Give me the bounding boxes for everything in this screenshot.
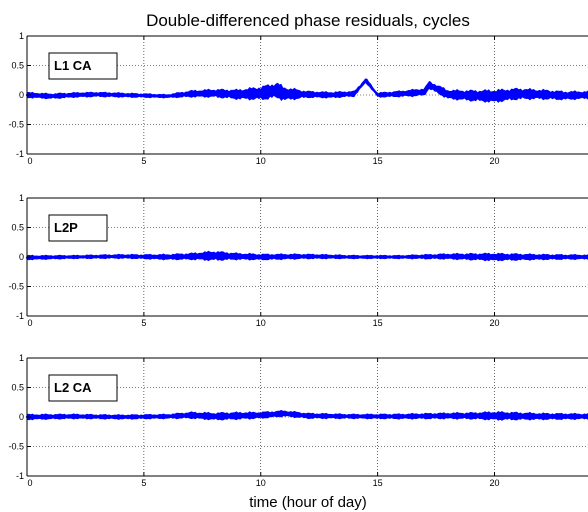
data-point <box>259 414 262 417</box>
data-point <box>72 255 75 259</box>
x-tick-label: 0 <box>27 478 32 488</box>
data-point <box>353 255 356 259</box>
data-point <box>212 254 216 257</box>
data-point <box>306 255 309 258</box>
data-point <box>493 414 496 417</box>
legend-box <box>48 374 118 402</box>
x-tick-label: 15 <box>373 156 383 166</box>
y-tick-label: -0.5 <box>8 120 24 130</box>
data-point <box>96 93 99 96</box>
subplot-1: 0 5 10 15 20 1 0.5 0 -0.5 -1 L1 CA <box>8 31 588 166</box>
data-point <box>493 95 496 98</box>
y-tick-label: -0.5 <box>8 442 24 452</box>
data-point <box>470 94 473 97</box>
y-tick-label: 0.5 <box>11 223 24 233</box>
x-tick-label: 0 <box>27 156 32 166</box>
data-point <box>276 89 279 92</box>
subplot-2: 0 5 10 15 20 1 0.5 0 -0.5 -1 L2P <box>8 193 588 328</box>
data-point <box>353 92 356 95</box>
y-tick-label: -1 <box>16 149 24 159</box>
data-point <box>563 94 566 97</box>
x-tick-label: 10 <box>256 156 266 166</box>
data-point <box>399 415 403 418</box>
x-tick-label: 5 <box>141 156 146 166</box>
x-tick-label: 15 <box>373 318 383 328</box>
data-point <box>166 255 169 259</box>
data-point <box>259 255 262 259</box>
data-point <box>399 255 403 259</box>
chart-title: Double-differenced phase residuals, cycl… <box>146 11 470 30</box>
data-point <box>119 415 122 419</box>
data-point <box>306 93 309 96</box>
legend-box <box>48 52 118 80</box>
y-tick-label: 0.5 <box>11 61 24 71</box>
x-tick-label: 20 <box>489 156 499 166</box>
legend-label: L2P <box>54 220 78 235</box>
data-point <box>540 93 543 96</box>
x-tick-label: 20 <box>489 318 499 328</box>
x-tick-label: 5 <box>141 478 146 488</box>
y-tick-label: 1 <box>19 193 24 203</box>
data-point <box>493 255 496 259</box>
data-point <box>329 93 332 97</box>
data-point <box>306 414 309 417</box>
y-tick-label: 1 <box>19 353 24 363</box>
y-tick-label: 1 <box>19 31 24 41</box>
legend-box <box>48 214 108 242</box>
data-point <box>283 92 286 95</box>
data-point <box>189 414 192 417</box>
data-point <box>72 93 75 97</box>
data-point <box>72 415 75 418</box>
data-point <box>212 92 216 95</box>
subplot-3: 0 5 10 15 20 1 0.5 0 -0.5 -1 L2 CA <box>8 353 588 488</box>
data-point <box>427 83 431 87</box>
legend-label: L2 CA <box>54 380 92 395</box>
x-tick-label: 10 <box>256 318 266 328</box>
data-point <box>516 92 519 95</box>
y-tick-label: 0 <box>19 412 24 422</box>
data-point <box>446 93 449 96</box>
data-point <box>119 93 122 97</box>
data-point <box>376 93 379 97</box>
y-tick-label: -1 <box>16 311 24 321</box>
y-tick-label: -0.5 <box>8 282 24 292</box>
data-point <box>364 78 368 82</box>
y-tick-label: -1 <box>16 471 24 481</box>
x-tick-label: 15 <box>373 478 383 488</box>
data-point <box>540 415 543 418</box>
y-tick-label: 0 <box>19 252 24 262</box>
y-tick-label: 0.5 <box>11 383 24 393</box>
x-tick-label: 0 <box>27 318 32 328</box>
x-tick-label: 20 <box>489 478 499 488</box>
data-point <box>259 92 262 95</box>
y-tick-label: 0 <box>19 90 24 100</box>
x-tick-label: 10 <box>256 478 266 488</box>
data-point <box>236 93 239 96</box>
data-point <box>49 95 52 98</box>
legend-label: L1 CA <box>54 58 92 73</box>
data-point <box>283 412 286 415</box>
data-point <box>166 415 169 418</box>
data-point <box>189 92 192 95</box>
data-point <box>142 94 145 97</box>
data-point <box>446 255 449 258</box>
data-point <box>446 414 449 417</box>
data-point <box>540 255 543 259</box>
data-point <box>212 415 216 418</box>
data-point <box>423 90 426 94</box>
x-tick-label: 5 <box>141 318 146 328</box>
data-point <box>119 255 122 258</box>
data-point <box>353 415 356 418</box>
x-axis-label: time (hour of day) <box>249 494 367 511</box>
data-point <box>399 92 403 95</box>
data-point <box>166 95 169 98</box>
